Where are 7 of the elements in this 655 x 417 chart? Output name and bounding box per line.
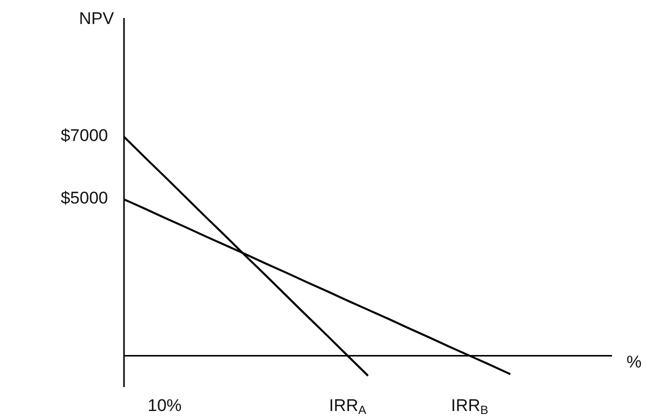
x-tick-label: IRR$_{A}$ — [329, 396, 366, 417]
x-axis-title: % — [626, 353, 642, 372]
x-tick-label: 10% — [148, 396, 182, 416]
y-tick-label: $5000 — [60, 188, 108, 208]
y-tick-label: $7000 — [60, 126, 108, 146]
y-axis-title: NPV — [79, 9, 115, 28]
x-tick-label: IRR$_{B}$ — [451, 396, 488, 417]
